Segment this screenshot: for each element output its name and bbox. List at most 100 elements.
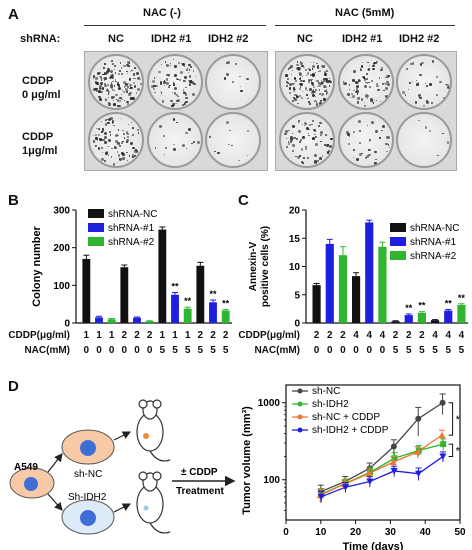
y-tick-label: 5 [294,290,300,301]
a549-cell [9,467,55,499]
colony-dot [355,87,358,90]
colony-dot [98,138,102,142]
x-tick-label: 50 [454,527,466,538]
colony-dot [326,79,329,82]
colony-dot [312,65,316,69]
significance-star: ** [222,298,230,308]
colony-dot [229,129,231,132]
colony-dot [295,66,299,70]
colony-dot [314,135,317,138]
label-cddp: ± CDDP [181,467,218,478]
legend-marker [297,401,303,407]
colony-dot [366,61,369,64]
colony-dot [177,96,179,98]
colony-dot [111,147,113,150]
colony-dot [159,81,163,84]
colony-dot [320,100,322,102]
bar [444,310,453,323]
condition-value: 1 [159,330,166,341]
colony-dot [119,62,122,64]
colony-dot [112,80,115,83]
colony-dot [120,141,123,144]
colony-dot [225,121,229,125]
colony-dot [315,101,317,103]
colony-dot [132,82,135,84]
colony-dot [356,84,360,88]
condition-value: 1 [172,330,178,341]
colony-dot [180,62,182,65]
colony-dot [160,92,163,94]
colony-dot [364,102,366,104]
colony-dot [103,72,107,76]
colony-dot [376,60,378,62]
colony-dot [171,103,175,107]
bar [417,312,426,323]
colony-dot [370,79,374,82]
shrna-label: shRNA: [20,33,61,45]
bar [120,267,129,323]
colony-dot [135,92,138,94]
colony-dot [381,125,385,129]
colony-dot [128,155,131,157]
colony-dot [387,76,389,78]
colony-dot [368,148,371,151]
colony-dot [118,144,121,147]
group-underline-left [84,25,266,26]
condition-value: 5 [419,345,425,356]
legend-swatch [390,237,406,246]
legend-swatch [390,223,406,232]
colony-dot [298,121,300,124]
colony-dot [303,79,306,82]
colony-dot [298,155,301,158]
colony-dot [385,95,389,99]
series-line [320,402,443,493]
colony-dot [113,68,115,70]
colony-dot [182,144,185,148]
colony-dot [299,61,303,65]
colony-dot [138,77,140,79]
data-point [438,431,446,439]
colony-dot [294,79,297,82]
culture-dish [205,112,261,168]
colony-dot [170,65,172,67]
colony-dot [318,84,322,88]
colony-dot [314,130,316,132]
colony-dot [226,72,230,76]
tumor-volume-chart: 100 1000 0 10 20 30 40 50 Time (days) Tumor volum… [241,384,466,550]
colony-dot [190,142,193,145]
colony-dot [298,130,302,134]
colony-dot [319,101,323,105]
colony-dot [135,149,137,151]
bar [95,317,103,323]
colony-dot [110,82,113,84]
culture-dish [205,54,261,110]
colony-dot [118,157,122,161]
condition-value: 0 [96,345,102,356]
colony-dot [318,70,322,73]
condition-value: 4 [379,330,386,341]
colony-dot [304,147,308,150]
colony-dot [117,81,119,83]
condition-value: 5 [159,345,166,356]
colony-dot [98,85,102,88]
colony-dot [327,149,331,153]
legend-swatch [88,223,104,232]
colony-dot [316,136,318,138]
colony-dot [294,82,296,85]
colony-dot [312,136,316,140]
data-point [390,443,397,450]
colony-dot [381,129,383,132]
colony-dot [166,81,170,85]
colony-dot [313,128,316,132]
colony-dot [304,122,307,124]
colony-dot [108,139,112,143]
colony-dot [186,96,189,99]
condition-value: 0 [134,345,140,356]
colony-dot [379,100,381,102]
colony-dot [107,67,111,71]
colony-dot [301,91,304,93]
colony-dot [95,90,98,93]
y-tick-label: 20 [289,206,301,217]
colony-dot [353,70,357,73]
colony-dot [324,89,328,93]
